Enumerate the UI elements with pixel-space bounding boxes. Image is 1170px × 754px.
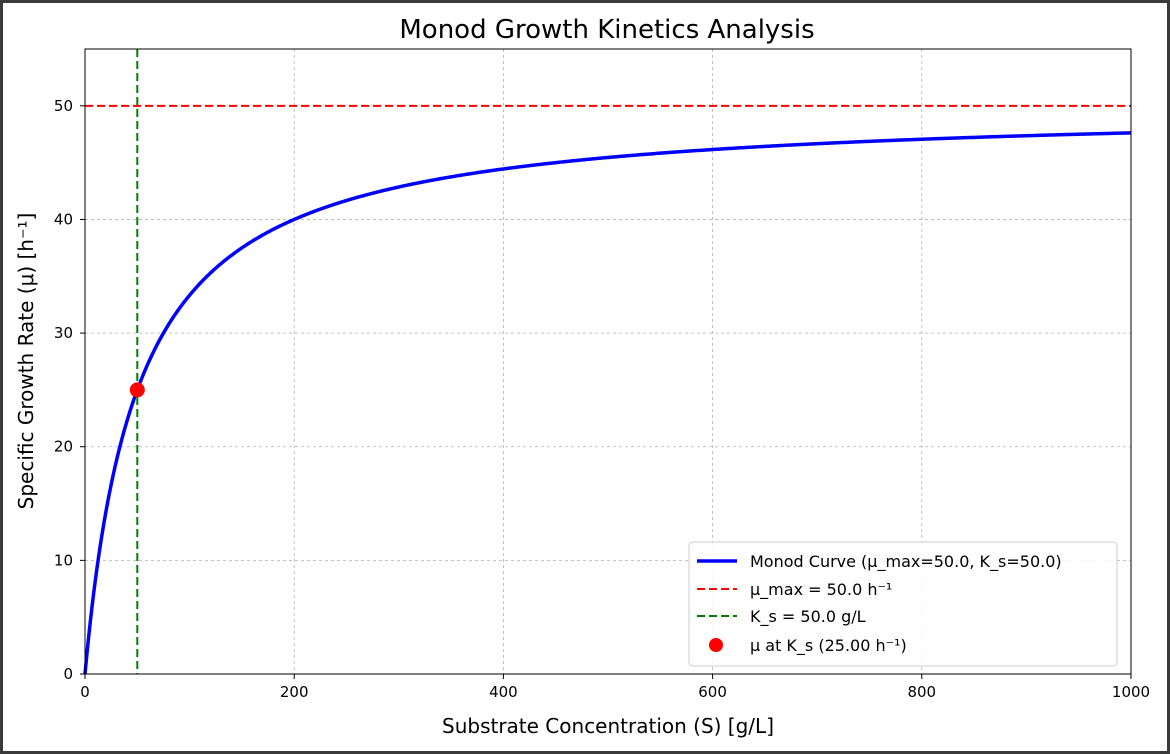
y-tick-label: 50 — [54, 97, 73, 115]
x-tick-label: 0 — [80, 683, 90, 701]
series-mu-at-ks-point — [129, 382, 145, 398]
plot-area-border — [84, 48, 1132, 675]
x-tick-label: 400 — [489, 683, 518, 701]
x-tick-label: 800 — [907, 683, 936, 701]
legend-item-mu-at-ks-marker — [709, 638, 723, 652]
chart-title: Monod Growth Kinetics Analysis — [399, 15, 814, 45]
legend-item-monod-curve-label: Monod Curve (μ_max=50.0, K_s=50.0) — [750, 552, 1062, 572]
axis-ticks: 0 200 400 600 800 1000 0 10 20 30 40 50 — [54, 97, 1150, 701]
x-tick-label: 600 — [698, 683, 727, 701]
y-tick-label: 20 — [54, 438, 73, 456]
y-tick-label: 0 — [63, 665, 73, 683]
plot-lines — [83, 49, 1132, 675]
legend-item-mu-max-label: μ_max = 50.0 h⁻¹ — [750, 580, 892, 600]
y-tick-label: 10 — [54, 551, 73, 569]
x-axis-label: Substrate Concentration (S) [g/L] — [442, 714, 774, 738]
y-tick-label: 40 — [54, 210, 73, 228]
legend: Monod Curve (μ_max=50.0, K_s=50.0) μ_max … — [688, 541, 1118, 667]
legend-item-ks-label: K_s = 50.0 g/L — [750, 607, 866, 627]
legend-item-mu-at-ks-label: μ at K_s (25.00 h⁻¹) — [750, 636, 907, 656]
x-tick-label: 200 — [280, 683, 309, 701]
y-tick-label: 30 — [54, 324, 73, 342]
x-tick-label: 1000 — [1112, 683, 1150, 701]
series-monod-curve — [83, 131, 1132, 675]
legend-box — [688, 541, 1118, 667]
y-axis-label: Specific Growth Rate (μ) [h⁻¹] — [14, 213, 38, 510]
